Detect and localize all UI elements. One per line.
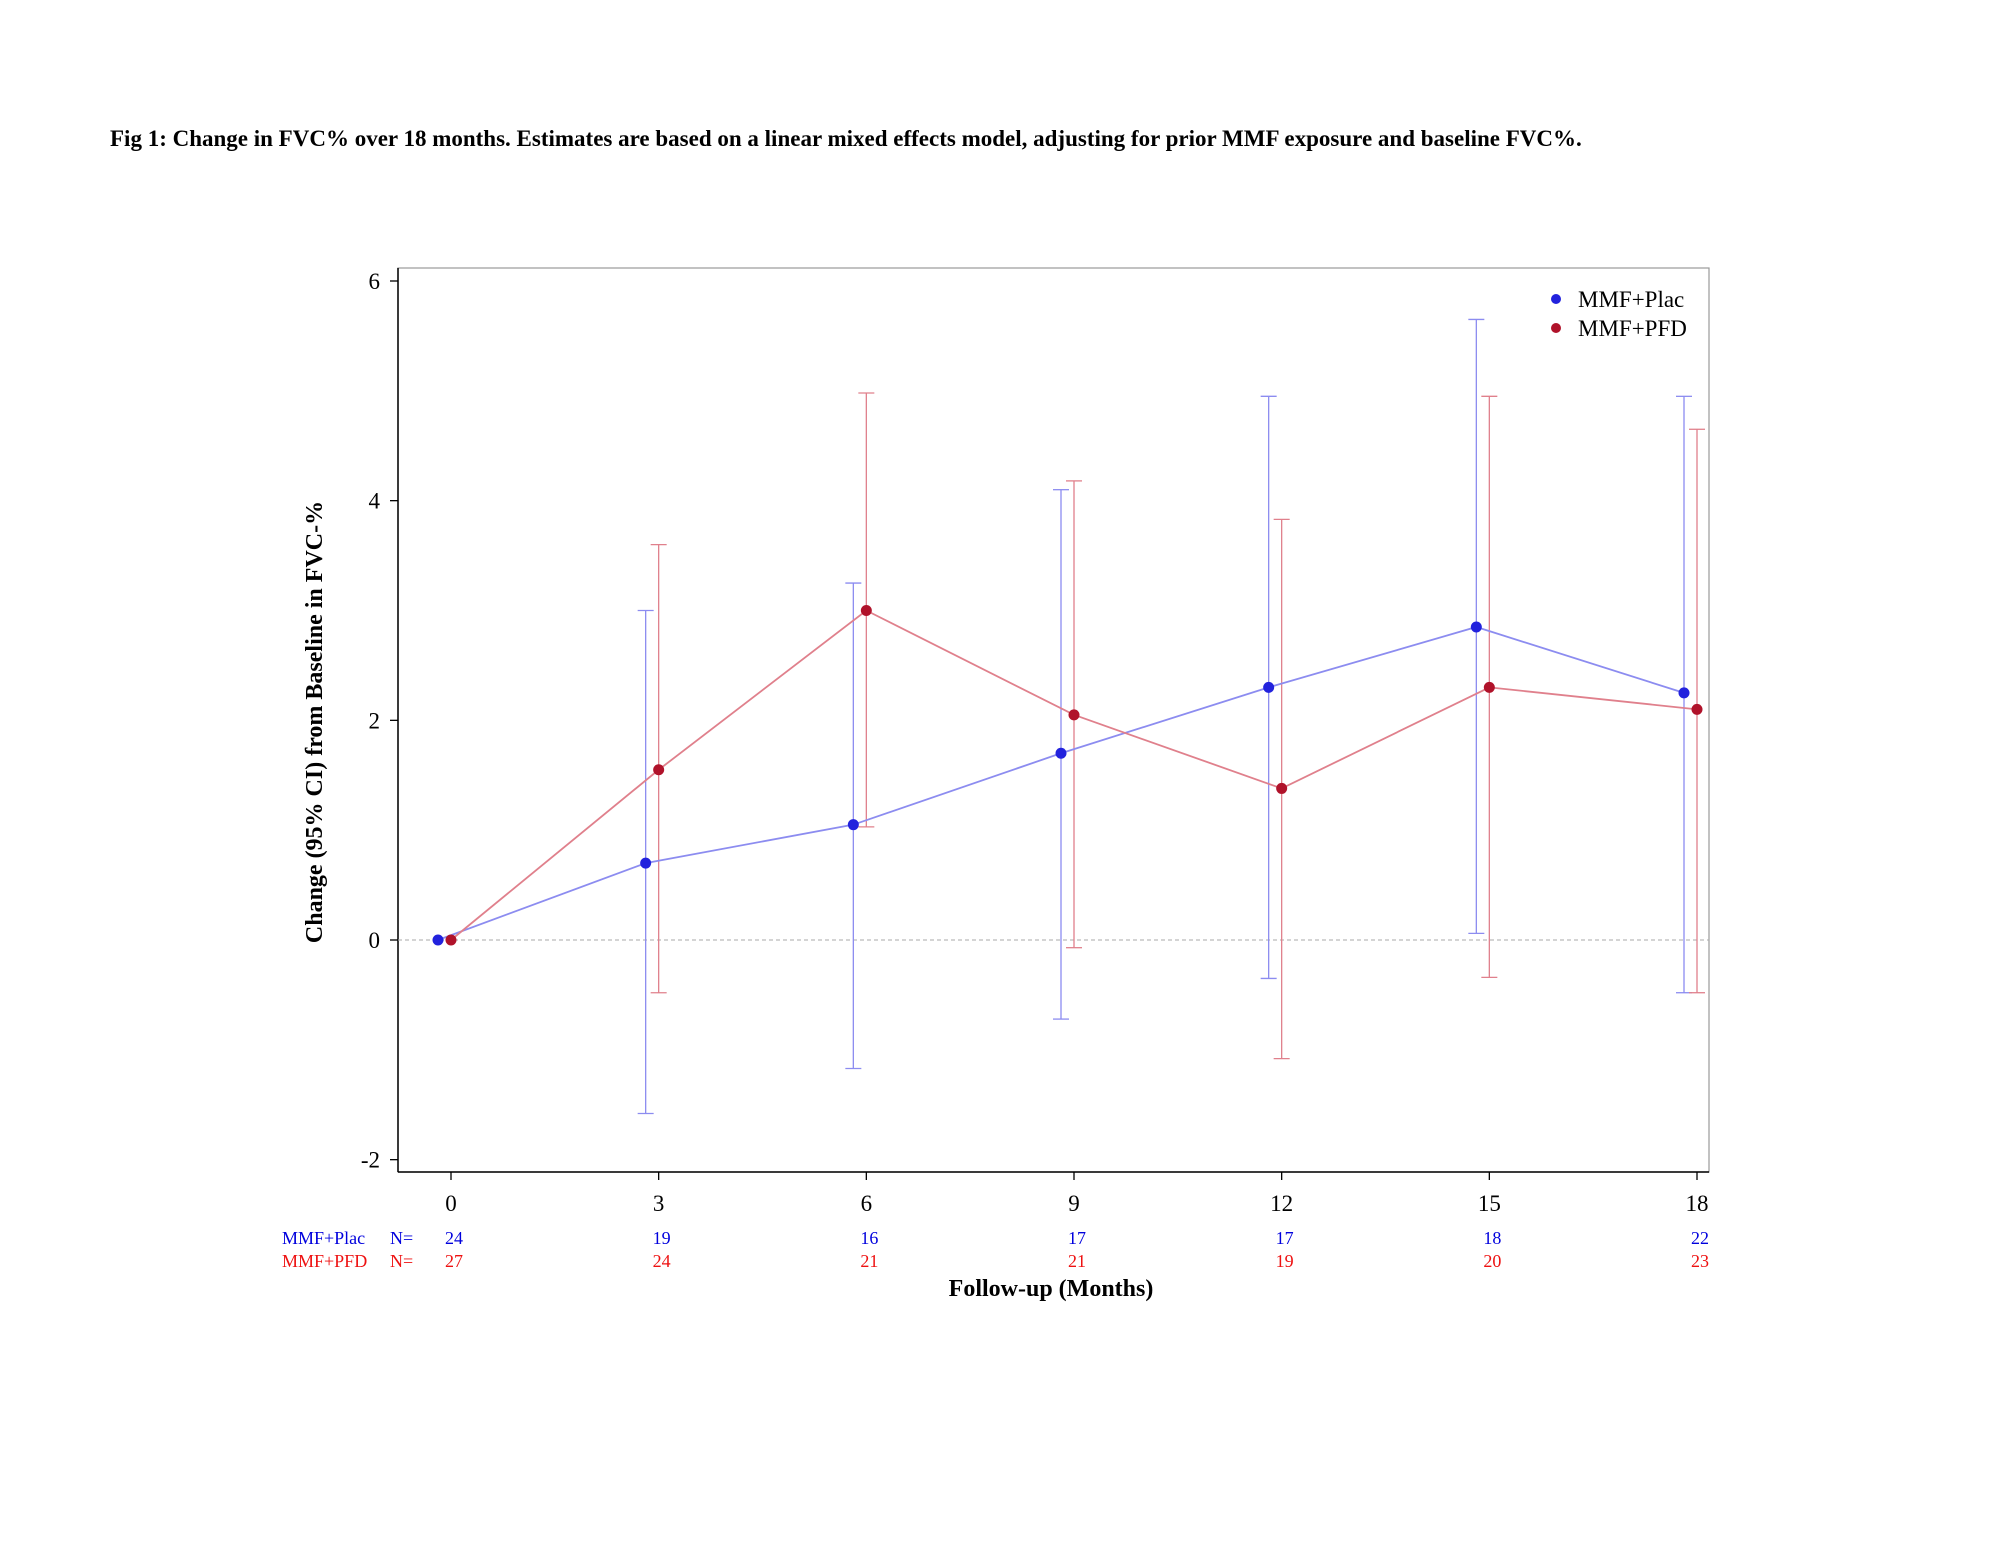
data-point (847, 819, 859, 831)
data-point (432, 934, 444, 946)
y-tick-label: 2 (369, 708, 381, 733)
legend-marker (1551, 294, 1561, 304)
y-tick-label: 0 (369, 928, 381, 953)
data-point (1483, 681, 1495, 693)
n-row-prefix: N= (390, 1251, 413, 1271)
data-point (653, 764, 665, 776)
legend-label: MMF+PFD (1578, 316, 1687, 341)
n-count: 17 (1068, 1228, 1086, 1248)
n-count: 21 (1068, 1251, 1086, 1271)
data-point (1068, 709, 1080, 721)
figure-caption: Fig 1: Change in FVC% over 18 months. Es… (110, 126, 1582, 151)
n-count: 17 (1276, 1228, 1294, 1248)
data-point (860, 605, 872, 616)
y-axis-title: Change (95% CI) from Baseline in FVC-% (302, 501, 328, 943)
y-tick-label: 4 (369, 489, 381, 514)
n-count: 23 (1691, 1251, 1709, 1271)
n-count: 19 (653, 1228, 671, 1248)
n-count: 24 (445, 1228, 463, 1248)
data-point (640, 857, 652, 869)
n-count: 20 (1483, 1251, 1501, 1271)
n-count: 21 (860, 1251, 878, 1271)
legend-label: MMF+Plac (1578, 287, 1684, 312)
n-count: 22 (1691, 1228, 1709, 1248)
x-tick-label: 18 (1686, 1191, 1709, 1216)
n-count: 19 (1276, 1251, 1294, 1271)
data-point (1263, 681, 1275, 693)
x-tick-label: 9 (1068, 1191, 1080, 1216)
y-tick-label: 6 (369, 269, 381, 294)
n-count: 27 (445, 1251, 463, 1271)
y-tick-label: -2 (361, 1148, 380, 1173)
x-tick-label: 0 (445, 1191, 457, 1216)
data-point (1276, 782, 1288, 794)
legend-marker (1551, 323, 1561, 333)
n-row-label: MMF+PFD (282, 1251, 367, 1271)
data-point (1678, 687, 1690, 699)
x-tick-label: 15 (1478, 1191, 1501, 1216)
n-row-prefix: N= (390, 1228, 413, 1248)
plot-frame (397, 267, 1710, 1173)
data-point (1470, 621, 1482, 633)
data-point (445, 934, 457, 946)
data-point (1055, 747, 1067, 759)
x-tick-label: 12 (1270, 1191, 1293, 1216)
x-axis-title: Follow-up (Months) (949, 1276, 1154, 1302)
x-tick-label: 3 (653, 1191, 665, 1216)
n-count: 18 (1483, 1228, 1501, 1248)
data-point (1691, 703, 1703, 715)
x-tick-label: 6 (861, 1191, 873, 1216)
n-count: 16 (860, 1228, 878, 1248)
n-count: 24 (653, 1251, 671, 1271)
n-row-label: MMF+Plac (282, 1228, 365, 1248)
